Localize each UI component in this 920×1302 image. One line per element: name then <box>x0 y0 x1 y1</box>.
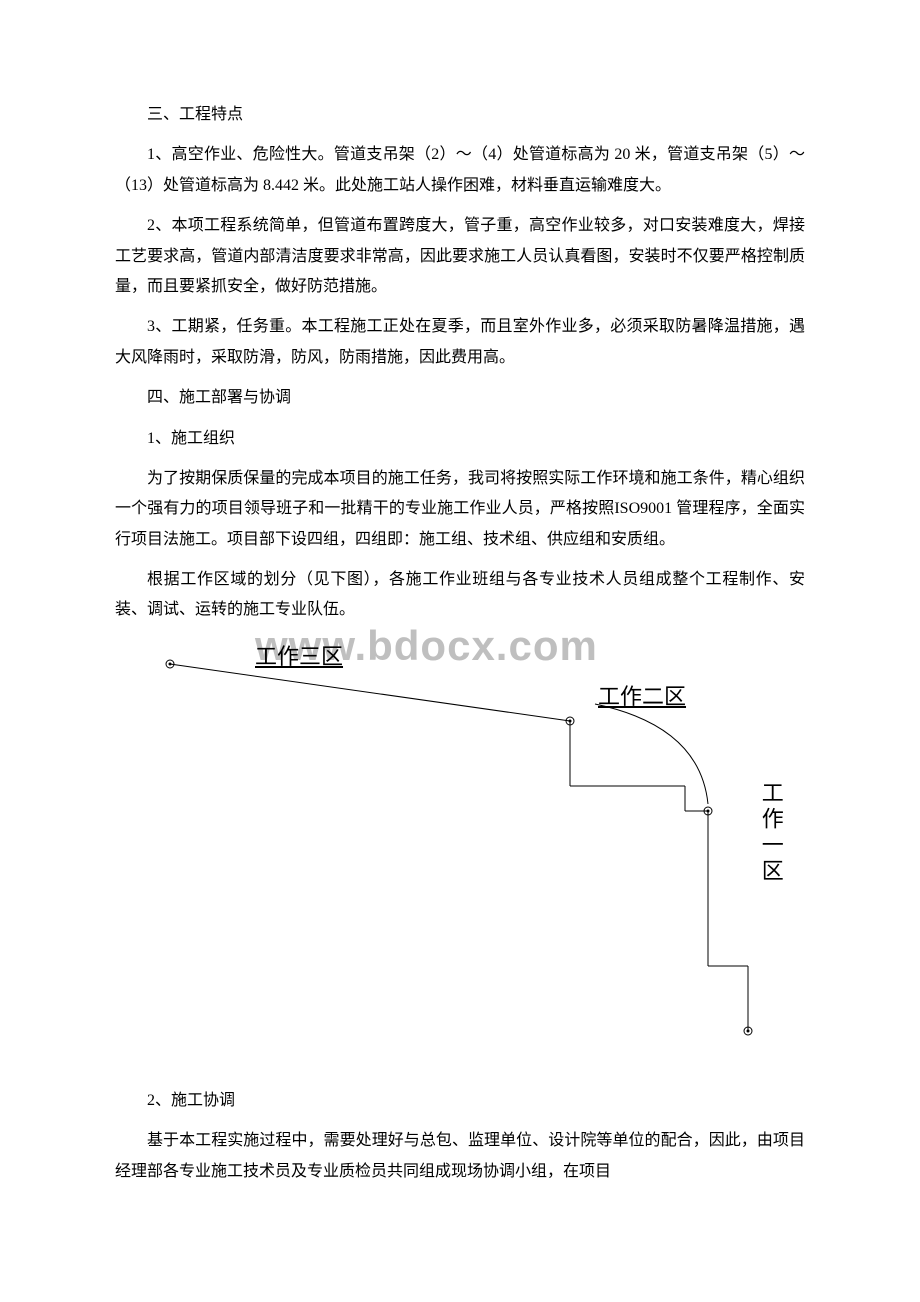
section-4-sub2-title: 2、施工协调 <box>115 1086 805 1116</box>
zone-diagram-svg <box>140 636 810 1056</box>
section-4-sub1-title: 1、施工组织 <box>115 424 805 454</box>
section-3-p2: 2、本项工程系统简单，但管道布置跨度大，管子重，高空作业较多，对口安装难度大，焊… <box>115 211 805 302</box>
zone-2-label: 工作二区 <box>598 676 686 718</box>
section-4-sub2-p1: 基于本工程实施过程中，需要处理好与总包、监理单位、设计院等单位的配合，因此，由项… <box>115 1126 805 1187</box>
section-3-title: 三、工程特点 <box>115 100 805 130</box>
section-4-sub1-p1: 为了按期保质保量的完成本项目的施工任务，我司将按照实际工作环境和施工条件，精心组… <box>115 464 805 555</box>
section-4-title: 四、施工部署与协调 <box>115 383 805 413</box>
section-3-p1: 1、高空作业、危险性大。管道支吊架（2）～（4）处管道标高为 20 米，管道支吊… <box>115 140 805 201</box>
section-3-p3: 3、工期紧，任务重。本工程施工正处在夏季，而且室外作业多，必须采取防暑降温措施，… <box>115 312 805 373</box>
zone-1-label: 工作一区 <box>750 781 792 885</box>
zone-diagram: www.bdocx.com 工作三区 工作二区 工作一区 <box>140 636 810 1056</box>
zone-3-label: 工作三区 <box>255 636 343 678</box>
